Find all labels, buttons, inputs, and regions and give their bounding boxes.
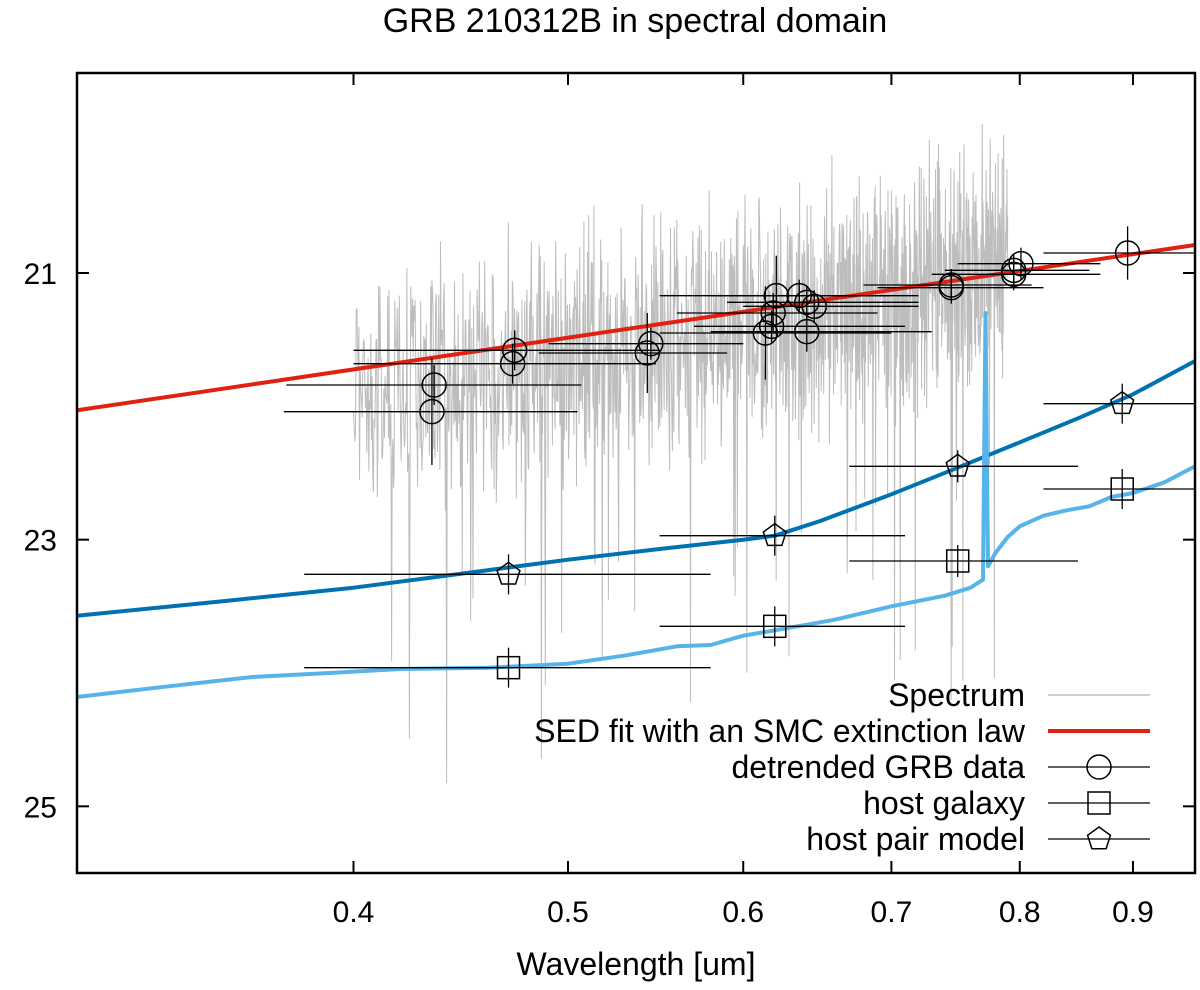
x-axis-label: Wavelength [um]	[517, 946, 756, 982]
pentagon-data-point	[1043, 383, 1195, 424]
legend-label: host galaxy	[863, 785, 1025, 821]
pentagon-marker	[945, 453, 970, 477]
square-data-point	[1043, 469, 1195, 509]
circle-data-point	[286, 365, 582, 405]
pentagon-marker	[1109, 390, 1135, 415]
circle-data-point	[538, 313, 728, 393]
circle-marker	[421, 372, 447, 398]
circle-marker	[758, 313, 785, 340]
plot-frame	[75, 71, 1197, 875]
legend-pentagon-marker	[1086, 826, 1112, 850]
circle-data-point	[1043, 226, 1195, 280]
circle-marker	[801, 293, 827, 320]
square-marker	[496, 655, 521, 680]
square-data-point	[304, 647, 711, 688]
square-data-point	[849, 545, 1079, 577]
circle-marker	[752, 320, 779, 346]
legend-label: SED fit with an SMC extinction law	[534, 713, 1026, 749]
y-tick-label: 25	[24, 791, 57, 824]
square-data-point	[659, 606, 906, 647]
pentagon-marker	[762, 522, 788, 547]
circle-data-point	[710, 311, 932, 352]
x-tick-label: 0.6	[722, 896, 764, 929]
host-pair-model-line	[77, 359, 1195, 618]
y-tick-label: 21	[24, 258, 57, 291]
legend-label: detrended GRB data	[731, 749, 1025, 785]
x-tick-label: 0.4	[333, 896, 375, 929]
circle-data-point	[283, 358, 578, 465]
legend-circle-marker	[1086, 754, 1112, 780]
points-layer	[283, 226, 1195, 688]
circle-data-point	[931, 258, 1101, 291]
circle-data-point	[944, 254, 1090, 287]
chart-title: GRB 210312B in spectral domain	[383, 2, 888, 40]
legend-entry: SED fit with an SMC extinction law	[534, 713, 1150, 749]
circle-marker	[794, 318, 820, 345]
pentagon-data-point	[304, 554, 711, 595]
x-tick-label: 0.9	[1112, 896, 1154, 929]
circle-marker	[1114, 240, 1141, 266]
circle-marker	[938, 274, 965, 301]
legend-square-marker	[1087, 791, 1111, 815]
circle-data-point	[743, 290, 919, 323]
circle-marker	[1000, 261, 1027, 288]
x-tick-label: 0.5	[547, 896, 589, 929]
legend-entry: host pair model	[806, 821, 1150, 857]
square-marker	[945, 549, 970, 573]
square-marker	[763, 614, 787, 639]
y-tick-label: 23	[24, 525, 57, 558]
legend-entry: detrended GRB data	[731, 749, 1150, 785]
circle-marker	[760, 300, 786, 326]
sed-fit-line	[77, 243, 1195, 413]
circle-data-point	[693, 310, 906, 343]
circle-marker	[419, 398, 445, 425]
legend-entry: Spectrum	[888, 677, 1150, 713]
pentagon-marker	[496, 561, 521, 585]
x-tick-label: 0.8	[999, 896, 1041, 929]
circle-marker	[501, 337, 528, 364]
square-marker	[1110, 477, 1134, 501]
circle-marker	[634, 340, 661, 366]
legend-label: Spectrum	[888, 677, 1025, 713]
circle-marker	[786, 282, 812, 309]
legend-entry: host galaxy	[863, 785, 1150, 821]
spectrum-trace	[353, 124, 1009, 784]
spectrum-layer	[353, 124, 1009, 784]
circle-data-point	[353, 343, 657, 384]
pentagon-data-point	[849, 450, 1079, 483]
ticks-layer: 0.4 0.5 0.6 0.7 0.8 0.9 21 23 25	[24, 73, 1195, 929]
series-layer	[77, 243, 1195, 699]
legend-label: host pair model	[806, 821, 1025, 857]
circle-data-point	[353, 330, 660, 371]
circle-data-point	[877, 271, 1044, 304]
host-galaxy-template-line	[77, 311, 1195, 699]
circle-marker	[499, 350, 526, 377]
pentagon-data-point	[659, 515, 906, 556]
x-tick-label: 0.7	[871, 896, 913, 929]
